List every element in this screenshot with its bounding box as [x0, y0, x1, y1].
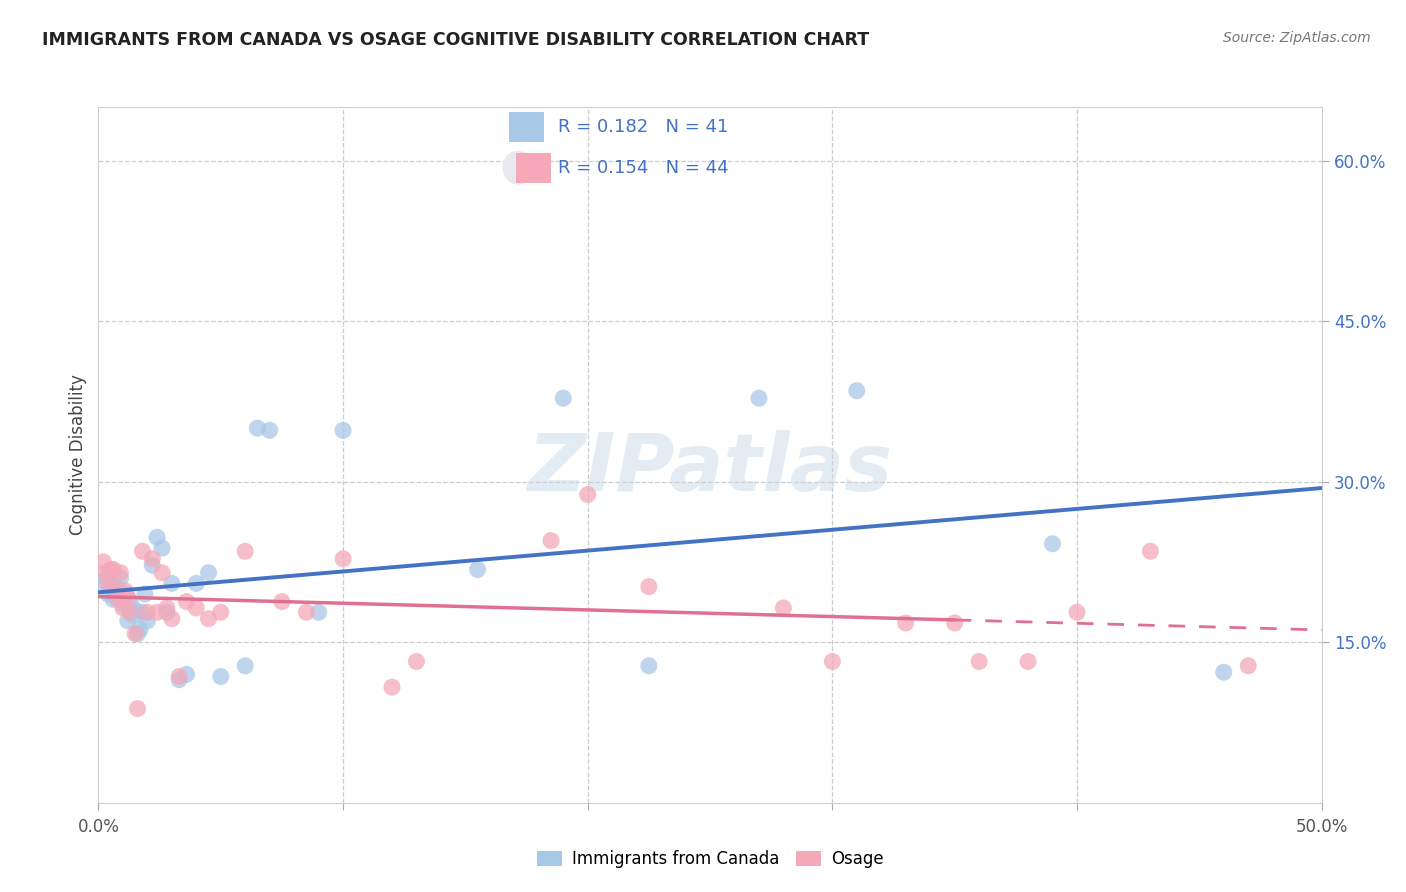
Point [967, 655, 990, 669]
Point [553, 391, 575, 405]
Point [124, 626, 146, 640]
Point [104, 587, 127, 601]
Point [332, 423, 354, 437]
Point [308, 605, 330, 619]
Point [233, 658, 256, 673]
Point [467, 562, 489, 576]
Point [405, 655, 427, 669]
Point [136, 614, 159, 628]
Point [100, 576, 122, 591]
Point [156, 601, 179, 615]
Point [167, 673, 190, 687]
Point [129, 623, 152, 637]
Point [124, 603, 146, 617]
Point [91, 576, 114, 591]
Point [156, 605, 179, 619]
Point [117, 614, 139, 628]
Point [176, 667, 198, 681]
Point [97, 576, 120, 591]
Point [845, 384, 868, 398]
Point [1066, 605, 1088, 619]
Point [295, 605, 318, 619]
Point [94, 571, 117, 585]
Y-axis label: Cognitive Disability: Cognitive Disability [69, 375, 87, 535]
Point [101, 562, 124, 576]
Point [576, 487, 599, 501]
Point [197, 566, 219, 580]
Point [233, 544, 256, 558]
Point [94, 566, 117, 580]
Point [246, 421, 269, 435]
Point [150, 566, 173, 580]
Ellipse shape [502, 151, 534, 185]
Point [91, 555, 114, 569]
Point [100, 562, 122, 576]
Point [638, 658, 661, 673]
Point [146, 530, 169, 544]
Point [381, 680, 404, 694]
FancyBboxPatch shape [516, 153, 551, 183]
Point [209, 669, 232, 683]
Point [821, 655, 844, 669]
Point [110, 571, 132, 585]
Point [176, 594, 198, 608]
Point [101, 592, 124, 607]
Point [160, 576, 183, 591]
Text: R = 0.182   N = 41: R = 0.182 N = 41 [558, 118, 728, 136]
Point [540, 533, 562, 548]
Point [141, 558, 163, 573]
Point [104, 582, 127, 596]
Point [209, 605, 232, 619]
Point [141, 551, 163, 566]
Point [1212, 665, 1234, 680]
Point [121, 608, 143, 623]
Point [111, 601, 134, 615]
Point [120, 605, 142, 619]
Point [186, 601, 208, 615]
Legend: Immigrants from Canada, Osage: Immigrants from Canada, Osage [530, 843, 890, 874]
Point [1139, 544, 1161, 558]
Text: Source: ZipAtlas.com: Source: ZipAtlas.com [1223, 31, 1371, 45]
Point [259, 423, 281, 437]
Point [197, 612, 219, 626]
Point [332, 551, 354, 566]
Point [150, 541, 173, 555]
Text: IMMIGRANTS FROM CANADA VS OSAGE COGNITIVE DISABILITY CORRELATION CHART: IMMIGRANTS FROM CANADA VS OSAGE COGNITIV… [42, 31, 869, 49]
Point [127, 701, 149, 715]
Point [131, 544, 153, 558]
Point [114, 587, 136, 601]
Point [136, 605, 159, 619]
Point [111, 598, 134, 612]
Point [270, 594, 294, 608]
Point [160, 612, 183, 626]
Point [107, 592, 129, 607]
Text: R = 0.154   N = 44: R = 0.154 N = 44 [558, 159, 728, 177]
Point [127, 626, 149, 640]
Point [638, 580, 661, 594]
Point [943, 615, 966, 630]
Point [772, 601, 794, 615]
Point [107, 582, 129, 596]
Point [1237, 658, 1260, 673]
Point [1042, 537, 1064, 551]
Point [134, 587, 156, 601]
Point [97, 587, 120, 601]
Point [186, 576, 208, 591]
Point [117, 591, 139, 605]
Point [120, 594, 142, 608]
Point [894, 615, 917, 630]
Point [748, 391, 770, 405]
Point [1017, 655, 1039, 669]
Point [146, 605, 169, 619]
Point [167, 669, 190, 683]
Point [110, 566, 132, 580]
Text: ZIPatlas: ZIPatlas [527, 430, 893, 508]
Point [131, 605, 153, 619]
Point [114, 583, 136, 598]
FancyBboxPatch shape [509, 112, 544, 142]
